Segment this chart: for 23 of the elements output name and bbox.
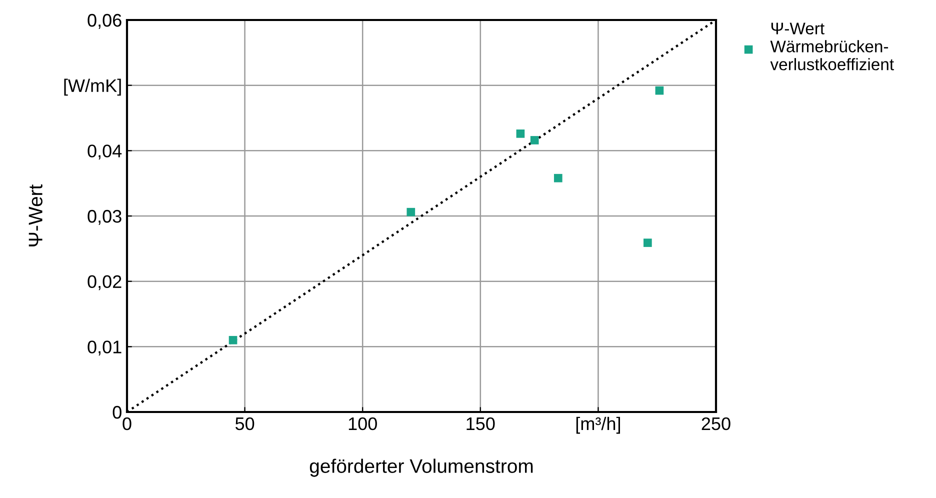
point <box>655 86 664 95</box>
y-tick-label: 0,04 <box>88 144 122 160</box>
point <box>406 208 416 216</box>
y-tick-label: 0,02 <box>88 275 122 290</box>
point <box>530 136 539 144</box>
x-tick-label: [m³/h] <box>576 416 620 434</box>
x-tick-label: 250 <box>702 417 730 430</box>
y-tick-label: 0,01 <box>88 340 122 356</box>
point <box>554 174 562 182</box>
y-tick-label: 0 <box>112 406 122 419</box>
legend-label: Ψ-Wert Wärmebrücken- verlustkoeffizient <box>770 22 894 70</box>
y-axis-title: Ψ-Wert <box>28 184 42 246</box>
x-tick-label: 50 <box>235 417 254 430</box>
point <box>516 130 525 138</box>
y-tick-label: 0,06 <box>88 14 122 29</box>
y-tick-label: [W/mK] <box>64 78 121 96</box>
x-tick-label: 150 <box>466 417 495 430</box>
point <box>644 238 652 247</box>
y-tick-label: 0,03 <box>88 210 122 225</box>
point <box>228 336 238 344</box>
x-axis-title: geförderter Volumenstrom <box>310 458 533 477</box>
x-tick-label: 0 <box>122 417 132 430</box>
x-tick-label: 100 <box>348 417 377 430</box>
